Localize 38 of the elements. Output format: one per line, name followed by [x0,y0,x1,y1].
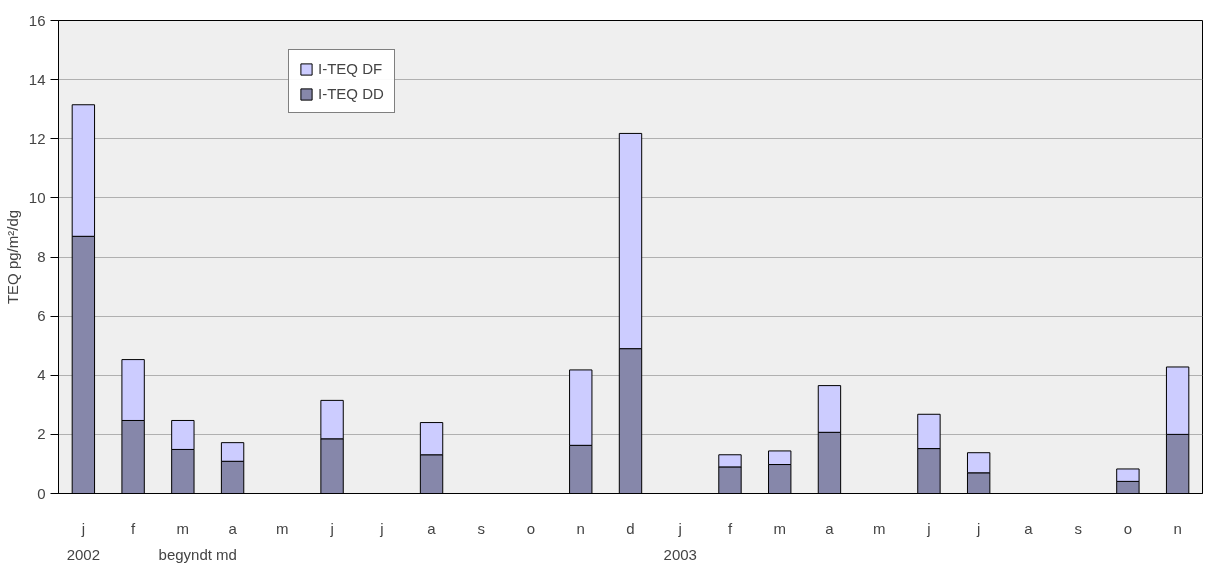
x-tick-label: a [427,519,437,537]
text: 2002 [66,545,101,563]
y-tick-label: 8 [37,248,46,265]
legend-label: I-TEQ DF [318,60,383,77]
y-tick-label: 4 [37,366,46,384]
x-tick-label: j [329,519,334,537]
x-tick-label: n [1173,519,1182,537]
x-tick-label: d [626,519,635,537]
x-tick-label: s [1074,519,1082,537]
text: 2003 [663,545,697,563]
x-tick-label: m [176,519,190,537]
x-tick-label: j [926,519,931,537]
legend-label: I-TEQ DD [318,85,384,102]
x-tick-label: j [80,519,86,537]
x-tick-label: s [477,519,486,537]
y-tick-label: 6 [37,307,46,325]
y-tick-label: 12 [28,129,46,147]
y-tick-label: 10 [28,188,46,206]
x-tick-label: a [228,519,238,537]
x-tick-label: j [677,519,682,537]
y-axis-title: TEQ pg/m²/dg [3,209,21,305]
x-tick-label: o [526,519,536,537]
x-tick-label: j [976,519,981,537]
x-tick-label: a [825,519,835,537]
x-tick-label: f [727,519,733,537]
y-tick-label: 14 [28,70,46,88]
x-tick-label: o [1123,519,1133,537]
x-tick-label: n [576,519,585,537]
y-tick-label: 2 [37,425,46,443]
x-tick-label: m [773,519,786,537]
x-tick-label: m [872,519,886,537]
x-tick-label: m [276,519,289,537]
x-tick-label: j [379,519,384,537]
y-tick-label: 0 [37,484,46,502]
x-axis-title: begyndt md [158,545,237,563]
x-tick-label: a [1024,519,1034,537]
x-tick-label: f [131,519,137,537]
y-tick-label: 16 [28,11,46,29]
